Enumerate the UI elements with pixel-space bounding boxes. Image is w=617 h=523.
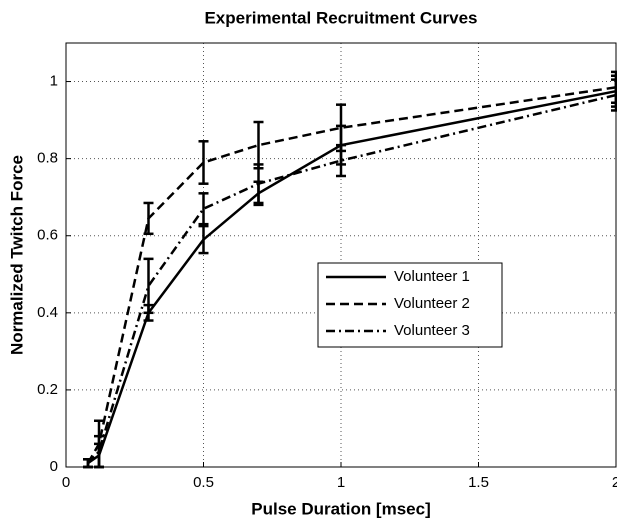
legend-label: Volunteer 3 bbox=[394, 322, 470, 339]
x-tick-label: 1 bbox=[337, 474, 345, 491]
error-bar bbox=[143, 257, 154, 315]
legend-label: Volunteer 2 bbox=[394, 295, 470, 312]
error-bar bbox=[253, 163, 264, 205]
chart-title: Experimental Recruitment Curves bbox=[204, 8, 477, 27]
error-bar bbox=[611, 78, 617, 112]
plot-frame bbox=[65, 42, 617, 468]
y-axis-label: Normalized Twitch Force bbox=[7, 155, 26, 355]
legend-label: Volunteer 1 bbox=[394, 268, 470, 285]
error-bar bbox=[198, 224, 209, 255]
y-tick-label: 0.6 bbox=[37, 227, 58, 244]
y-tick-label: 0 bbox=[50, 458, 58, 475]
error-bar bbox=[198, 140, 209, 185]
y-tick-label: 0.4 bbox=[37, 304, 58, 321]
error-bar bbox=[198, 192, 209, 226]
error-bar bbox=[83, 458, 93, 469]
x-tick-label: 0 bbox=[62, 474, 70, 491]
error-bar bbox=[94, 434, 104, 469]
error-bar bbox=[143, 201, 154, 236]
error-bar bbox=[336, 143, 346, 178]
x-tick-label: 0.5 bbox=[193, 474, 214, 491]
y-tick-label: 1 bbox=[50, 73, 58, 90]
x-axis-label: Pulse Duration [msec] bbox=[251, 499, 431, 518]
x-tick-label: 2 bbox=[612, 474, 617, 491]
x-tick-label: 1.5 bbox=[468, 474, 489, 491]
legend: Volunteer 1 Volunteer 2 Volunteer 3 bbox=[317, 262, 503, 348]
y-tick-label: 0.2 bbox=[37, 381, 58, 398]
y-tick-label: 0.8 bbox=[37, 150, 58, 167]
